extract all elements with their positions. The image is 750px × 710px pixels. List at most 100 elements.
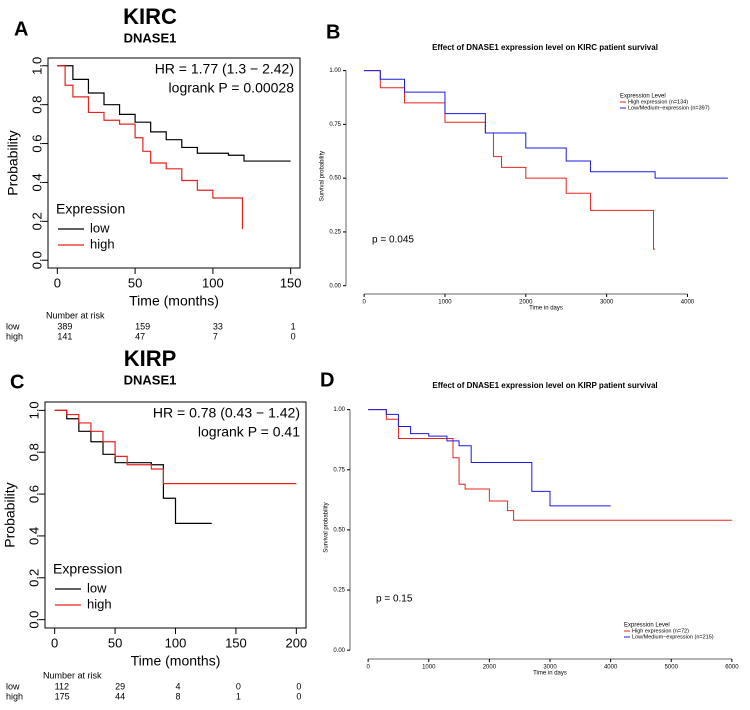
y-axis-title: Survival probability bbox=[324, 502, 330, 552]
x-axis-title: Time (months) bbox=[129, 293, 219, 309]
x-tick-label: 150 bbox=[225, 635, 247, 650]
risk-value: 7 bbox=[213, 331, 218, 341]
y-axis-title: Probability bbox=[2, 482, 18, 547]
x-tick-label: 2000 bbox=[483, 665, 497, 671]
x-axis-title: Time (months) bbox=[131, 653, 221, 669]
y-tick-label: 0.25 bbox=[333, 588, 345, 594]
risk-value: 4 bbox=[176, 681, 181, 691]
y-tick-label: 0.8 bbox=[29, 96, 44, 114]
risk-value: 389 bbox=[57, 321, 72, 331]
risk-value: 0 bbox=[291, 331, 296, 341]
y-tick-label: 0.00 bbox=[333, 648, 345, 654]
risk-value: 1 bbox=[291, 321, 296, 331]
risk-row-label: low bbox=[6, 681, 20, 691]
y-tick-label: 1.00 bbox=[333, 407, 345, 413]
legend-label: low bbox=[87, 580, 107, 595]
y-tick-label: 0.75 bbox=[329, 122, 341, 128]
risk-table-title: Number at risk bbox=[46, 310, 105, 320]
x-tick-label: 4000 bbox=[681, 300, 695, 306]
risk-row-label: high bbox=[6, 331, 23, 341]
legend-label: Low/Medium−expression (n=215) bbox=[632, 634, 714, 640]
annotation: p = 0.045 bbox=[372, 234, 414, 245]
x-tick-label: 1000 bbox=[422, 665, 436, 671]
y-axis-title: Survival probability bbox=[320, 151, 326, 201]
x-tick-label: 0 bbox=[54, 275, 61, 290]
x-tick-label: 5000 bbox=[665, 665, 679, 671]
x-tick-label: 3000 bbox=[543, 665, 557, 671]
y-tick-label: 1.0 bbox=[29, 57, 44, 75]
x-axis-title: Time in days bbox=[533, 671, 567, 677]
y-tick-label: 0.8 bbox=[26, 443, 41, 461]
legend-title: Expression bbox=[56, 201, 125, 217]
y-tick-label: 0.6 bbox=[26, 485, 41, 503]
legend-label: high bbox=[90, 236, 115, 251]
risk-value: 0 bbox=[236, 681, 241, 691]
risk-value: 1 bbox=[236, 691, 241, 701]
y-tick-label: 0.2 bbox=[26, 569, 41, 587]
annotation: logrank P = 0.41 bbox=[198, 424, 300, 440]
survival-curve bbox=[364, 70, 656, 250]
chart-title: KIRP bbox=[124, 346, 177, 371]
y-tick-label: 0.00 bbox=[329, 283, 341, 289]
annotation: logrank P = 0.00028 bbox=[169, 80, 295, 96]
legend-title: Expression Level bbox=[620, 94, 666, 100]
y-axis-title: Probability bbox=[5, 130, 21, 195]
chart-title: KIRC bbox=[123, 4, 177, 29]
chart-subtitle: DNASE1 bbox=[124, 372, 177, 387]
survival-curve bbox=[368, 409, 611, 507]
panel-letter: B bbox=[326, 21, 340, 43]
chart-panel: B Effect of DNASE1 expression level on KI… bbox=[320, 21, 728, 312]
x-tick-label: 0 bbox=[366, 665, 370, 671]
legend-label: low bbox=[90, 220, 110, 235]
y-tick-label: 1.0 bbox=[26, 401, 41, 419]
legend-label: High expression (n=72) bbox=[632, 628, 689, 634]
x-tick-label: 3000 bbox=[600, 300, 614, 306]
legend-label: High expression (n=134) bbox=[628, 99, 688, 105]
risk-value: 0 bbox=[296, 691, 301, 701]
risk-value: 47 bbox=[135, 331, 145, 341]
x-tick-label: 2000 bbox=[519, 300, 533, 306]
risk-value: 112 bbox=[55, 681, 69, 691]
x-tick-label: 0 bbox=[362, 300, 366, 306]
y-tick-label: 0.25 bbox=[329, 230, 341, 236]
risk-value: 33 bbox=[213, 321, 223, 331]
x-tick-label: 200 bbox=[285, 635, 307, 650]
y-tick-label: 0.0 bbox=[26, 611, 41, 629]
y-tick-label: 0.4 bbox=[26, 527, 41, 545]
risk-value: 141 bbox=[57, 331, 72, 341]
survival-curve bbox=[57, 65, 244, 230]
chart-title: Effect of DNASE1 expression level on KIR… bbox=[432, 43, 658, 52]
risk-value: 29 bbox=[115, 681, 125, 691]
x-tick-label: 6000 bbox=[725, 665, 739, 671]
annotation: HR = 0.78 (0.43 − 1.42) bbox=[153, 405, 300, 421]
x-tick-label: 50 bbox=[108, 635, 122, 650]
x-tick-label: 100 bbox=[165, 635, 187, 650]
chart-title: Effect of DNASE1 expression level on KIR… bbox=[432, 381, 657, 390]
risk-row-label: high bbox=[6, 691, 23, 701]
y-tick-label: 0.0 bbox=[29, 251, 44, 269]
risk-value: 0 bbox=[296, 681, 301, 691]
y-tick-label: 0.75 bbox=[333, 467, 345, 473]
y-tick-label: 0.50 bbox=[333, 527, 345, 533]
x-tick-label: 100 bbox=[202, 275, 224, 290]
survival-curve bbox=[54, 409, 212, 524]
panel-letter: A bbox=[14, 18, 28, 40]
y-tick-label: 1.00 bbox=[329, 68, 341, 74]
panel-letter: D bbox=[320, 369, 334, 391]
survival-curve bbox=[57, 65, 291, 162]
risk-value: 44 bbox=[115, 691, 125, 701]
y-tick-label: 0.2 bbox=[29, 212, 44, 230]
risk-value: 8 bbox=[176, 691, 181, 701]
legend-title: Expression bbox=[53, 561, 122, 577]
risk-table-title: Number at risk bbox=[43, 670, 102, 680]
x-axis-title: Time in days bbox=[529, 306, 563, 312]
chart-panel: D Effect of DNASE1 expression level on KI… bbox=[320, 369, 739, 676]
y-tick-label: 0.50 bbox=[329, 176, 341, 182]
legend-title: Expression Level bbox=[624, 623, 670, 629]
y-tick-label: 0.4 bbox=[29, 173, 44, 191]
chart-subtitle: DNASE1 bbox=[124, 30, 177, 45]
panel-letter: C bbox=[10, 371, 24, 393]
x-tick-label: 1000 bbox=[438, 300, 452, 306]
